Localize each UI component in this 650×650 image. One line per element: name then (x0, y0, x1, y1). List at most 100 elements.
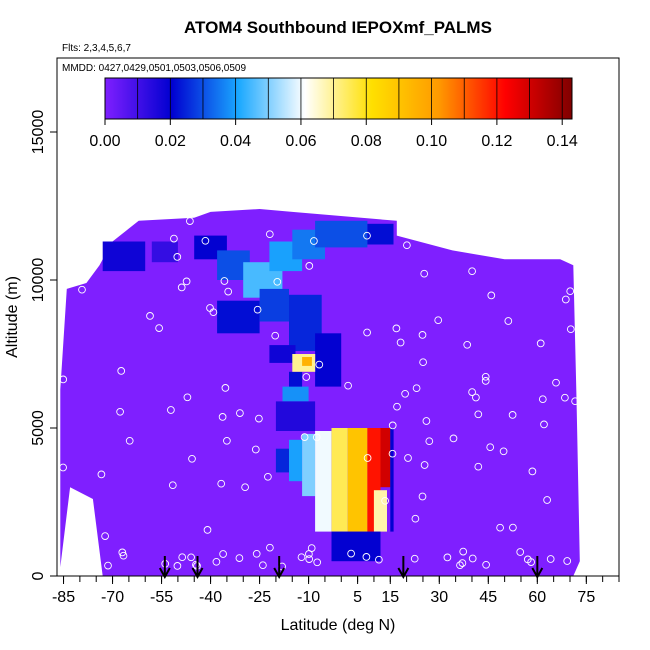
sample-point (235, 554, 244, 562)
sample-point (393, 402, 401, 411)
flight-arrow (397, 556, 410, 580)
sample-point (178, 553, 187, 562)
sample-point (221, 384, 230, 392)
y-tick-label: 15000 (30, 110, 47, 155)
sample-point (212, 557, 221, 566)
x-tick-label: 45 (479, 589, 497, 606)
heatmap-background (60, 209, 580, 576)
sample-point (449, 434, 458, 443)
sample-point (116, 407, 124, 416)
dates-subtitle: MMDD: 0427,0429,0501,0503,0506,0509 (62, 63, 246, 74)
colorbar-tick-label: 0.14 (547, 133, 578, 150)
sample-point (315, 360, 324, 369)
sample-point (481, 372, 490, 381)
sample-point (146, 312, 154, 320)
x-tick-label: -85 (52, 589, 75, 606)
sample-point (224, 287, 233, 296)
sample-point (167, 406, 175, 414)
sample-point (474, 410, 483, 419)
sample-point (273, 277, 282, 286)
sample-point (177, 283, 186, 292)
colorbar-tick-label: 0.12 (481, 133, 512, 150)
flight-arrow (158, 556, 171, 580)
sample-point (300, 433, 309, 441)
sample-point (302, 373, 311, 381)
sample-point (468, 554, 477, 563)
sample-point (536, 339, 545, 348)
heatmap-cell-18 (275, 401, 316, 431)
plot-frame (56, 57, 620, 577)
sample-point (486, 443, 495, 452)
sample-point (363, 328, 371, 337)
sample-point (552, 378, 560, 387)
sample-point (271, 331, 280, 340)
sample-point (482, 560, 490, 569)
heatmap-cell-19 (275, 448, 289, 473)
heatmap-cell-12 (315, 333, 342, 387)
y-axis-title: Altitude (m) (4, 276, 21, 358)
colorbar-tick-label: 0.00 (89, 133, 120, 150)
sample-point (523, 555, 532, 564)
sample-point (362, 553, 371, 561)
heatmap-cell-8 (367, 223, 394, 245)
sample-point (563, 557, 572, 565)
sample-point (434, 316, 443, 325)
sample-point (509, 523, 517, 532)
sample-point (538, 395, 547, 404)
sample-point (546, 555, 555, 563)
x-tick-label: 30 (430, 589, 448, 606)
heatmap-cell-13 (269, 345, 296, 363)
sample-point (186, 217, 194, 225)
heatmap-cell-28 (390, 428, 394, 532)
colorbar-tick-label: 0.02 (155, 133, 186, 150)
sample-point (388, 449, 397, 458)
sample-point (499, 447, 508, 456)
sample-point (418, 492, 427, 501)
sample-point (104, 561, 112, 570)
sample-point (468, 267, 476, 276)
heatmap-cell-14 (282, 386, 309, 402)
sample-point (119, 551, 128, 560)
colorbar: 0.00 0.02 0.04 0.06 0.08 0.10 0.12 0.14 (89, 77, 578, 150)
sample-point (396, 338, 405, 347)
flight-arrow (273, 556, 286, 580)
x-tick-label: -40 (199, 589, 222, 606)
sample-point (265, 230, 274, 239)
sample-point (508, 411, 517, 419)
sample-point (411, 514, 420, 523)
sample-point (496, 523, 504, 532)
x-axis: -85 -70 -55 -40 -25 -10 5 15 30 45 60 75 (52, 576, 620, 606)
sample-point (403, 241, 411, 250)
sample-point (255, 414, 263, 423)
sample-point (375, 555, 383, 564)
sample-point (187, 553, 195, 562)
x-tick-label: 5 (353, 589, 362, 606)
sample-point (561, 295, 570, 304)
sample-point (223, 436, 231, 445)
sample-point (259, 561, 267, 570)
sample-point (253, 305, 262, 314)
flights-subtitle: Flts: 2,3,4,5,6,7 (62, 43, 131, 54)
sample-point (264, 472, 272, 481)
sample-point (220, 277, 229, 285)
heatmap-cell-10 (259, 288, 289, 322)
sample-point (117, 367, 126, 375)
sample-point (418, 331, 427, 339)
sample-point (388, 421, 397, 430)
heatmap-cell-7 (315, 220, 368, 248)
sample-point (363, 454, 372, 462)
sample-point (203, 526, 212, 534)
heatmap-cell-22 (315, 431, 332, 532)
heatmap-cell-29 (331, 531, 381, 562)
sample-point (241, 483, 249, 492)
sample-point (543, 496, 551, 504)
sample-point (252, 549, 261, 558)
flight-arrow (191, 556, 204, 580)
sample-point (472, 393, 480, 402)
heatmap-cell-27 (373, 490, 387, 532)
sample-point (425, 437, 434, 446)
x-tick-label: -70 (101, 589, 124, 606)
sample-point (347, 549, 355, 558)
sample-point (173, 253, 182, 261)
